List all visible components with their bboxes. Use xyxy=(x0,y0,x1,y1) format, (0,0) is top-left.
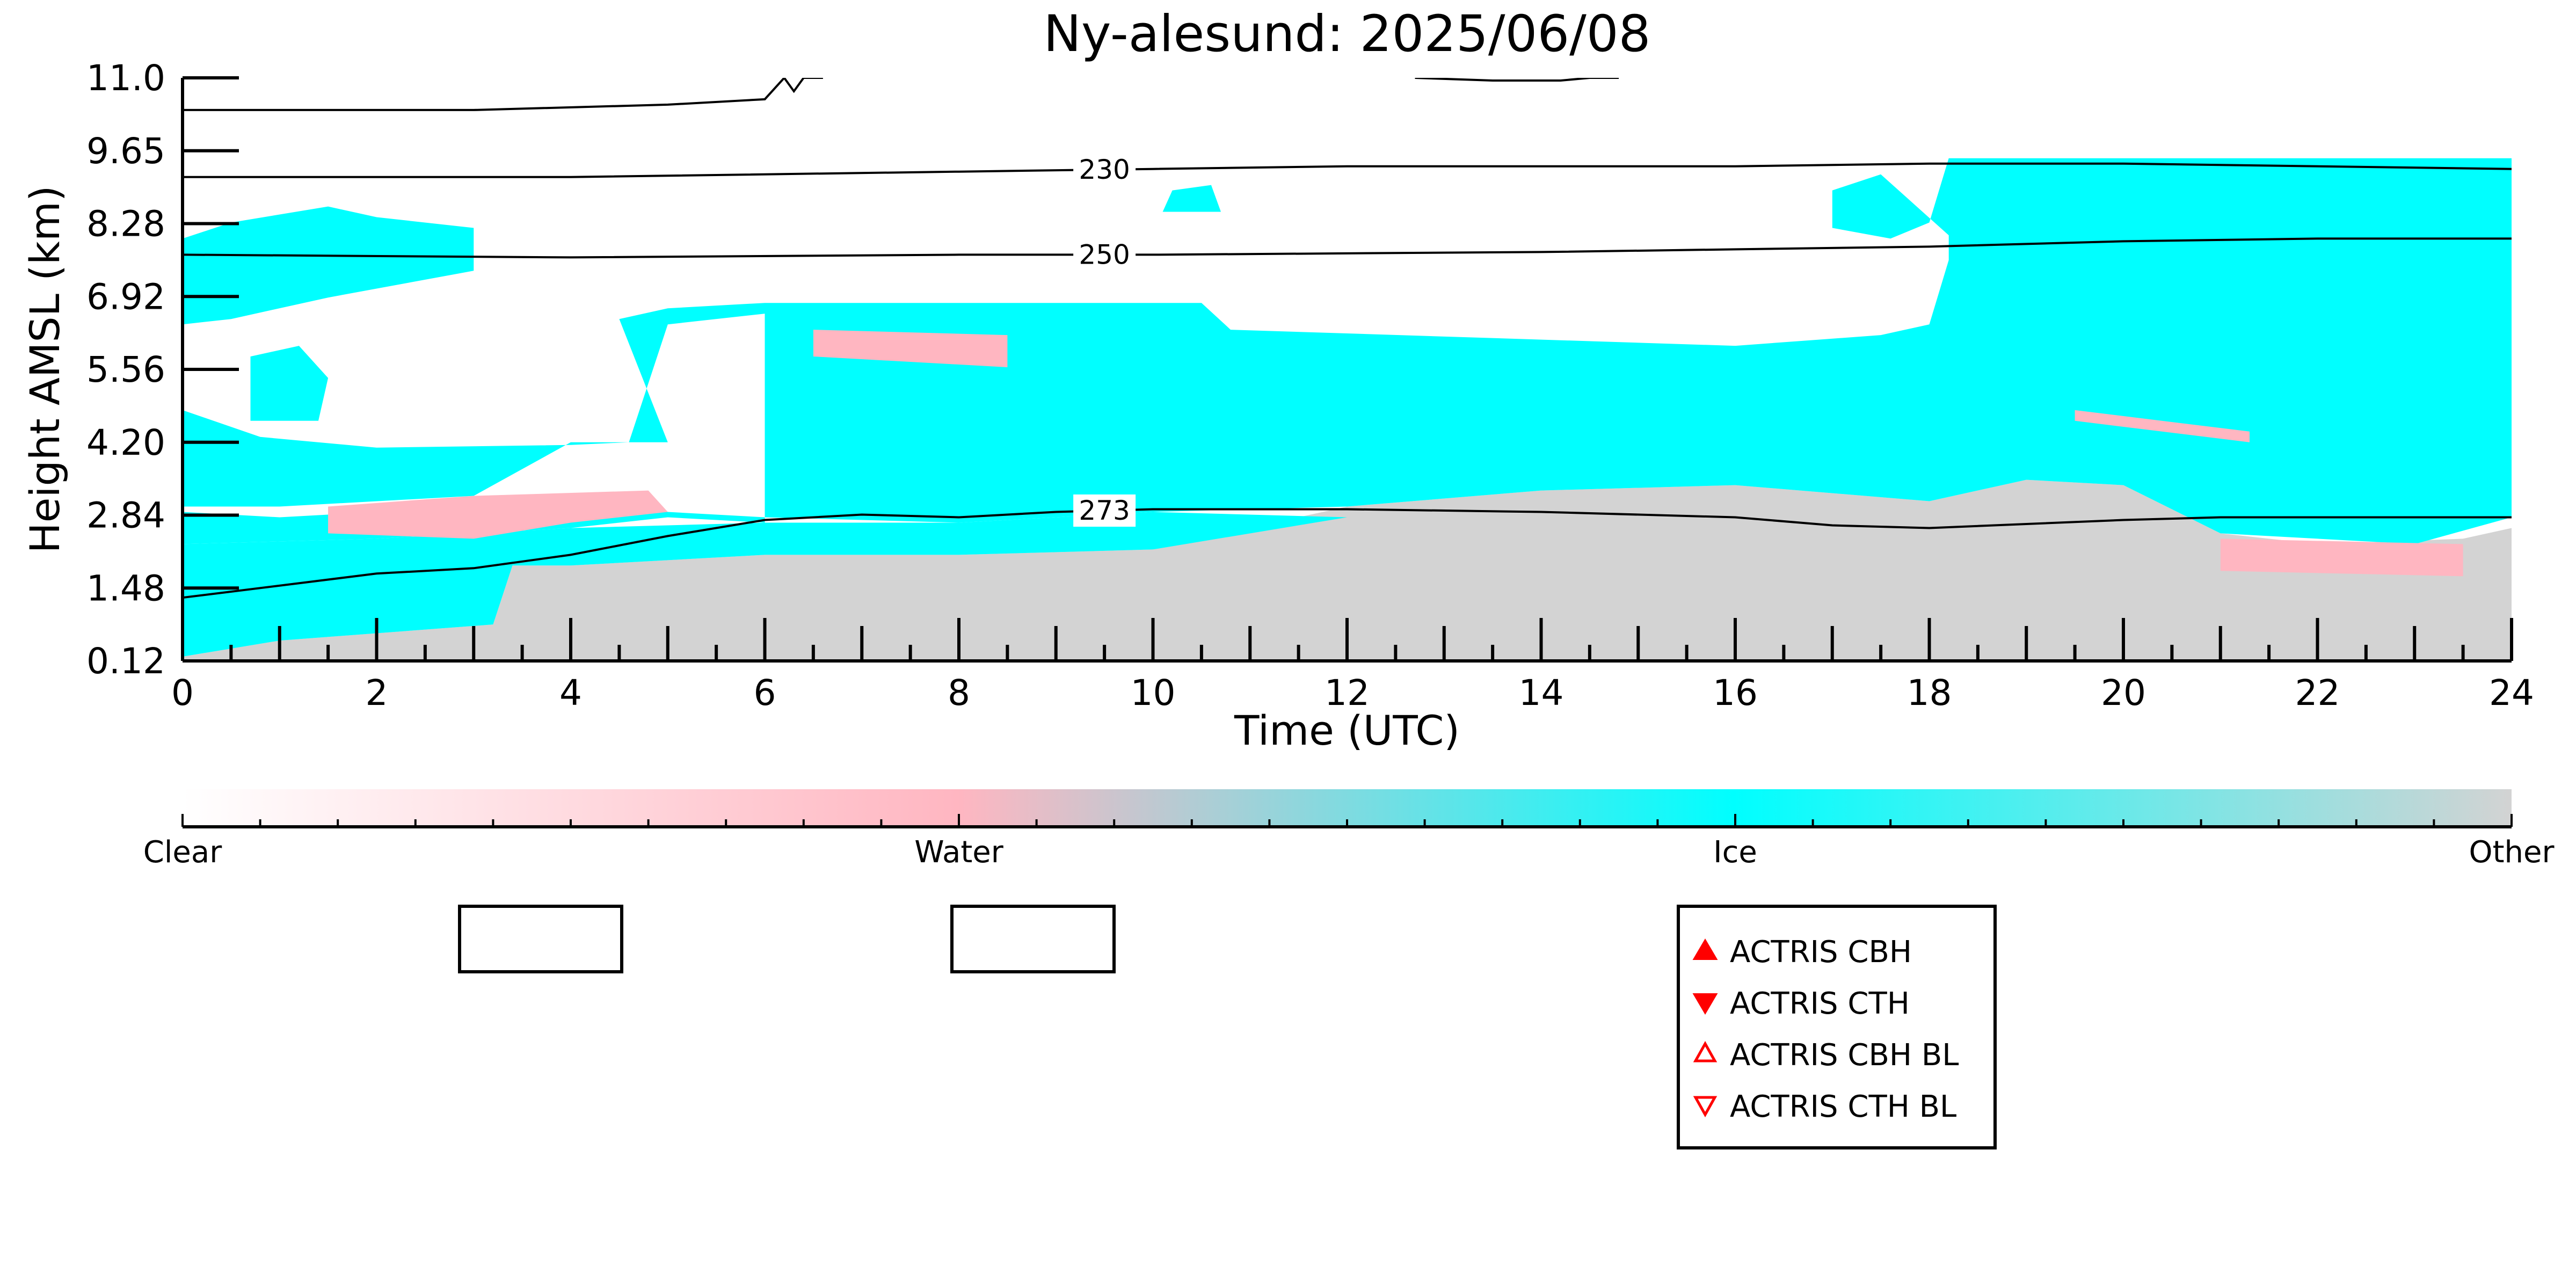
legend-entry-cth: ACTRIS CTH xyxy=(1692,986,1910,1021)
x-tick-label-14: 14 xyxy=(1519,672,1564,714)
x-tick-label-18: 18 xyxy=(1907,672,1952,714)
plot-area xyxy=(183,78,2512,661)
x-tick-label-10: 10 xyxy=(1131,672,1176,714)
classification-regions xyxy=(183,158,2512,661)
isotherm-line-273 xyxy=(183,508,2512,599)
legend-entry-cbh: ACTRIS CBH xyxy=(1692,935,1912,970)
region-ice-5 xyxy=(250,346,329,421)
region-water-9 xyxy=(2075,410,2250,442)
x-tick-label-4: 4 xyxy=(559,672,582,714)
x-tick-label-2: 2 xyxy=(366,672,388,714)
y-tick-label-1.48: 1.48 xyxy=(86,567,165,609)
region-ice-2 xyxy=(183,163,2512,544)
x-tick-label-16: 16 xyxy=(1713,672,1758,714)
isotherm-line-250 xyxy=(183,237,2512,259)
x-tick-label-6: 6 xyxy=(754,672,776,714)
y-tick-label-8.28: 8.28 xyxy=(86,203,165,245)
x-tick-label-20: 20 xyxy=(2101,672,2146,714)
y-tick-label-2.84: 2.84 xyxy=(86,495,165,536)
x-tick-label-8: 8 xyxy=(948,672,970,714)
isotherm-label-273: 273 xyxy=(1079,495,1130,526)
colorbar-label-other: Other xyxy=(2469,835,2555,870)
colorbar-label-ice: Ice xyxy=(1713,835,1757,870)
legend: ACTRIS CBH ACTRIS CTH ACTRIS CBH BL ACTR… xyxy=(1677,905,1997,1149)
colorbar: Clear Water Ice Other xyxy=(143,789,2555,870)
region-ice-4 xyxy=(183,206,474,325)
region-water-8 xyxy=(328,490,668,539)
legend-label-cth-bl: ACTRIS CTH BL xyxy=(1730,1089,1956,1124)
isotherm-label-bg-250 xyxy=(1073,238,1136,271)
x-tick-label-22: 22 xyxy=(2295,672,2340,714)
y-tick-label-6.92: 6.92 xyxy=(86,276,165,317)
isotherm-line-unlabeled-1 xyxy=(1415,78,1619,82)
isotherm-label-250: 250 xyxy=(1079,239,1130,270)
legend-label-cth: ACTRIS CTH xyxy=(1730,986,1910,1021)
colorbar-label-water: Water xyxy=(914,835,1004,870)
legend-entry-cbh-bl: ACTRIS CBH BL xyxy=(1693,1038,1959,1073)
x-tick-label-24: 24 xyxy=(2489,672,2534,714)
colorbar-ticks xyxy=(181,814,2513,827)
legend-label-cbh: ACTRIS CBH xyxy=(1730,935,1912,970)
y-tick-label-4.20: 4.20 xyxy=(86,422,165,463)
y-axis-label: Height AMSL (km) xyxy=(21,185,69,553)
isotherm-lines xyxy=(183,78,2512,599)
y-tick-label-9.65: 9.65 xyxy=(86,130,165,172)
isotherm-label-bg-273 xyxy=(1073,494,1136,527)
chart-title: Ny-alesund: 2025/06/08 xyxy=(1044,5,1651,63)
isotherm-line-230 xyxy=(183,162,2512,178)
legend-entry-cth-bl: ACTRIS CTH BL xyxy=(1693,1089,1956,1124)
x-axis-label: Time (UTC) xyxy=(1234,707,1460,754)
region-ice-1 xyxy=(183,512,1347,657)
legend-label-cbh-bl: ACTRIS CBH BL xyxy=(1730,1038,1959,1073)
isotherm-line-unlabeled-0 xyxy=(183,78,823,111)
isotherm-label-230: 230 xyxy=(1079,154,1130,185)
empty-legend-box-left xyxy=(458,905,623,973)
legend-marker-cbh xyxy=(1692,938,1718,960)
legend-marker-cth xyxy=(1692,993,1718,1015)
region-ice-6 xyxy=(1162,185,1221,212)
region-water-10 xyxy=(2220,539,2463,577)
legend-marker-cth-bl xyxy=(1693,1096,1718,1118)
isotherm-label-bg-230 xyxy=(1073,153,1136,186)
y-axis: 0.12 1.48 2.84 4.20 5.56 6.92 8.28 9.65 11.0 xyxy=(86,57,239,682)
y-tick-label-5.56: 5.56 xyxy=(86,349,165,390)
isotherm-labels: 230 250 273 xyxy=(1073,153,1136,527)
x-tick-label-0: 0 xyxy=(171,672,194,714)
x-axis: 0 2 4 6 8 10 12 14 16 18 20 22 24 xyxy=(171,618,2534,714)
legend-frame xyxy=(1677,905,1997,1149)
legend-marker-cbh-bl xyxy=(1693,1040,1718,1063)
region-other-0 xyxy=(183,479,2512,661)
y-tick-label-11.0: 11.0 xyxy=(86,57,165,99)
colorbar-label-clear: Clear xyxy=(143,835,222,870)
region-ice-3 xyxy=(183,303,765,507)
x-tick-label-12: 12 xyxy=(1325,672,1370,714)
region-water-11 xyxy=(813,330,1008,367)
empty-legend-box-middle xyxy=(950,905,1116,973)
y-tick-label-0.12: 0.12 xyxy=(86,641,165,682)
